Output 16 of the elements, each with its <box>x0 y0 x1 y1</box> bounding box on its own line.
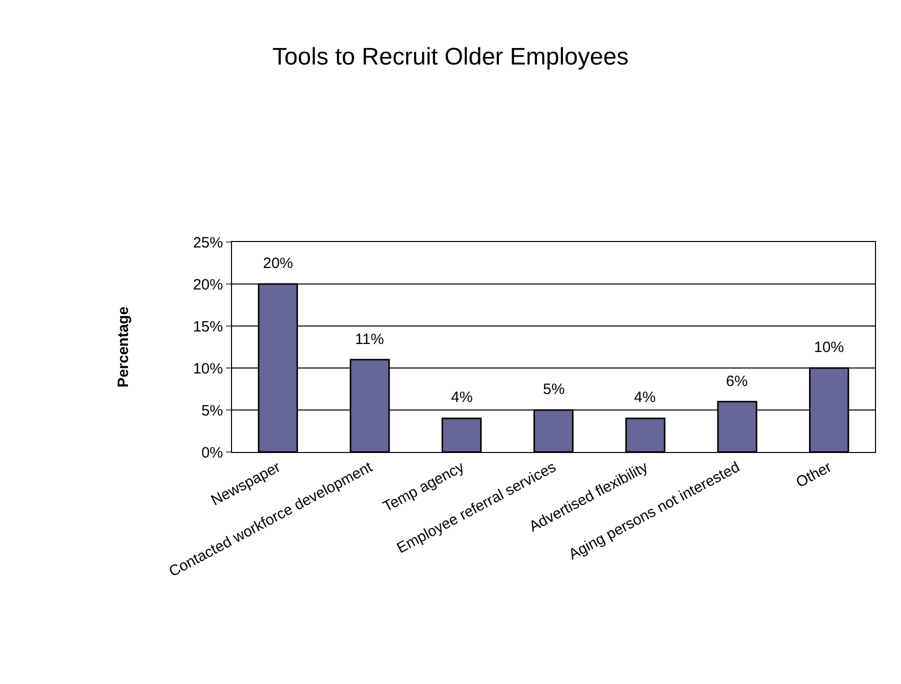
data-label: 20% <box>263 255 294 272</box>
data-label: 5% <box>543 381 565 398</box>
data-label: 10% <box>814 339 844 356</box>
y-tick-label: 15% <box>192 318 223 336</box>
chart-title: Tools to Recruit Older Employees <box>272 44 629 71</box>
y-tick-label: 0% <box>201 444 223 462</box>
data-label: 11% <box>355 331 384 348</box>
y-axis-title: Percentage <box>115 306 132 388</box>
x-tick-label: Other <box>793 458 834 492</box>
y-tick-label: 25% <box>192 234 223 252</box>
data-label: 4% <box>451 389 473 406</box>
y-tick-label: 10% <box>192 360 223 378</box>
data-label: 6% <box>726 373 748 390</box>
y-tick-label: 5% <box>201 402 223 420</box>
data-label: 4% <box>634 389 656 406</box>
y-tick-label: 20% <box>192 276 223 294</box>
